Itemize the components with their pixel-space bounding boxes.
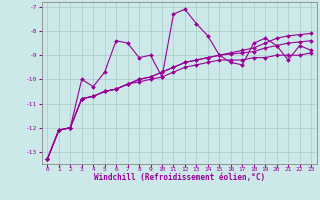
X-axis label: Windchill (Refroidissement éolien,°C): Windchill (Refroidissement éolien,°C) [94, 173, 265, 182]
